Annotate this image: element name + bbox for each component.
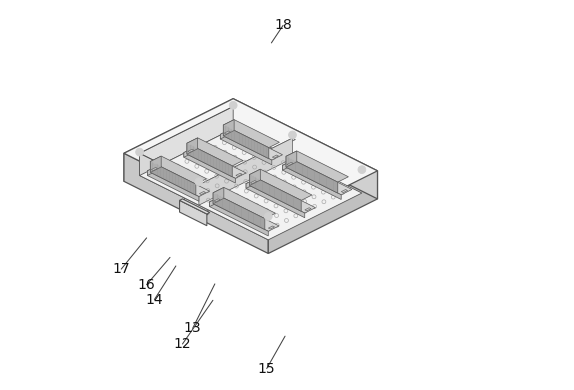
Polygon shape	[236, 173, 242, 176]
Polygon shape	[139, 106, 233, 153]
Polygon shape	[187, 138, 197, 154]
Polygon shape	[246, 184, 305, 218]
Polygon shape	[246, 178, 257, 188]
Polygon shape	[342, 190, 347, 193]
Polygon shape	[210, 197, 279, 231]
Polygon shape	[224, 131, 231, 134]
Polygon shape	[150, 156, 161, 172]
Polygon shape	[213, 188, 224, 204]
Polygon shape	[124, 153, 268, 254]
Polygon shape	[286, 151, 348, 182]
Polygon shape	[188, 149, 194, 152]
Polygon shape	[250, 169, 261, 186]
Polygon shape	[152, 167, 158, 170]
Polygon shape	[223, 125, 269, 159]
Text: 16: 16	[138, 278, 156, 292]
Polygon shape	[187, 143, 232, 177]
Polygon shape	[246, 178, 316, 213]
Circle shape	[289, 131, 296, 139]
Polygon shape	[184, 147, 195, 157]
Polygon shape	[220, 134, 272, 165]
Polygon shape	[148, 171, 199, 201]
Polygon shape	[180, 199, 210, 214]
Polygon shape	[213, 188, 276, 218]
Polygon shape	[199, 138, 293, 205]
Circle shape	[195, 178, 203, 186]
Polygon shape	[167, 130, 190, 151]
Polygon shape	[199, 191, 205, 195]
Polygon shape	[184, 152, 235, 183]
Circle shape	[229, 101, 237, 109]
Polygon shape	[220, 129, 231, 139]
Polygon shape	[223, 120, 280, 148]
Polygon shape	[184, 193, 208, 215]
Polygon shape	[272, 155, 278, 158]
Polygon shape	[250, 169, 312, 200]
Polygon shape	[268, 171, 378, 254]
Polygon shape	[148, 165, 158, 176]
Polygon shape	[139, 153, 268, 240]
Polygon shape	[139, 129, 362, 240]
Text: 12: 12	[174, 337, 191, 351]
Polygon shape	[139, 153, 268, 218]
Polygon shape	[180, 200, 207, 226]
Text: 14: 14	[146, 292, 163, 307]
Text: 18: 18	[274, 18, 292, 32]
Polygon shape	[282, 165, 341, 199]
Circle shape	[358, 166, 366, 174]
Polygon shape	[269, 226, 274, 229]
Polygon shape	[250, 181, 257, 184]
Polygon shape	[287, 162, 293, 165]
Polygon shape	[148, 165, 210, 197]
Polygon shape	[282, 160, 293, 170]
Polygon shape	[220, 129, 282, 160]
Polygon shape	[305, 208, 311, 211]
Polygon shape	[187, 138, 243, 166]
Polygon shape	[282, 160, 352, 195]
Polygon shape	[150, 161, 196, 195]
Circle shape	[135, 148, 144, 156]
Polygon shape	[214, 199, 220, 202]
Text: 15: 15	[258, 362, 276, 376]
Polygon shape	[210, 202, 268, 236]
Polygon shape	[223, 120, 234, 136]
Polygon shape	[150, 156, 207, 184]
Text: 13: 13	[184, 321, 201, 335]
Polygon shape	[250, 175, 301, 211]
Polygon shape	[213, 193, 265, 229]
Polygon shape	[124, 99, 233, 181]
Polygon shape	[139, 106, 233, 176]
Polygon shape	[286, 151, 297, 167]
Polygon shape	[210, 197, 220, 207]
Circle shape	[265, 213, 272, 220]
Polygon shape	[199, 138, 296, 186]
Text: 17: 17	[113, 262, 130, 276]
Polygon shape	[124, 99, 378, 225]
Polygon shape	[286, 156, 338, 193]
Polygon shape	[233, 99, 378, 199]
Polygon shape	[184, 147, 246, 178]
